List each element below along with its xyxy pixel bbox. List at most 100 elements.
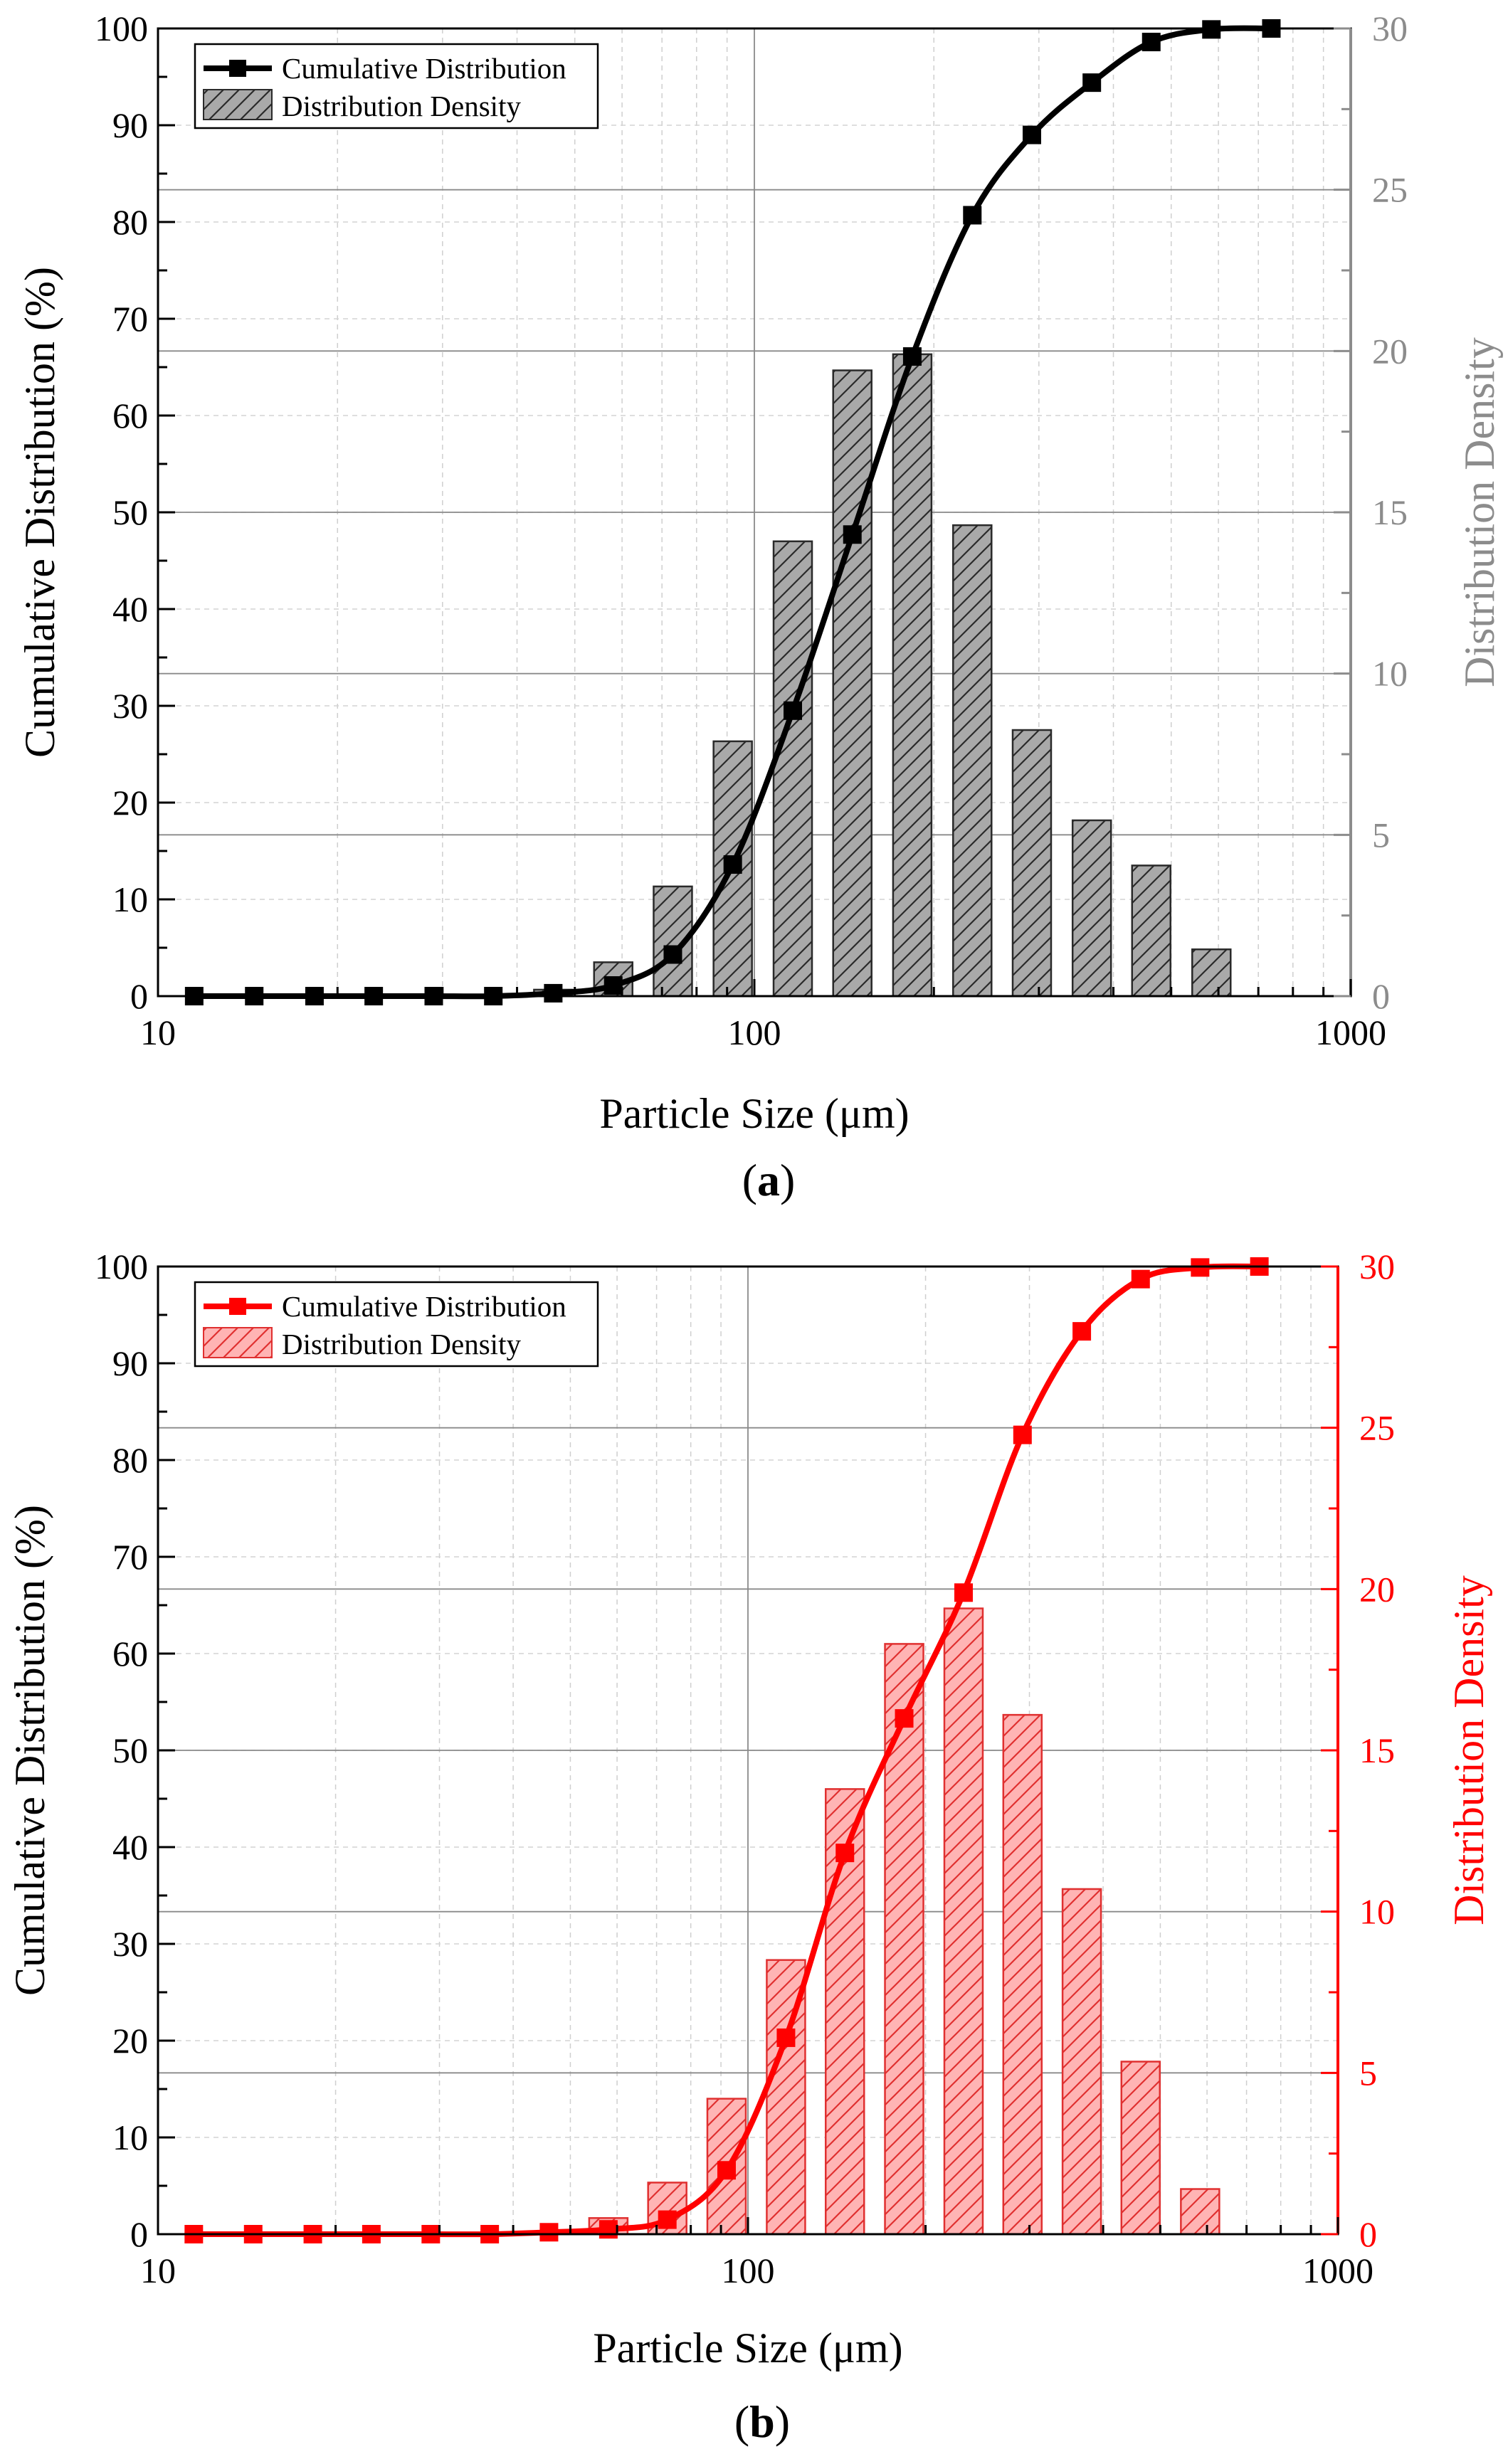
- cumulative-point: [895, 1709, 914, 1728]
- y-tick-label: 50: [112, 492, 148, 532]
- density-bar-hatch: [952, 524, 993, 998]
- cumulative-point: [723, 855, 742, 874]
- density-bar-hatch: [1131, 864, 1172, 998]
- cumulative-point: [1082, 73, 1102, 92]
- density-bar-hatch: [1002, 1713, 1043, 2236]
- density-bar-hatch: [892, 353, 933, 998]
- y2-tick-label: 30: [1359, 1247, 1395, 1286]
- y-tick-label: 100: [95, 1247, 148, 1286]
- y-tick-label: 40: [112, 589, 148, 629]
- cumulative-point: [776, 2028, 796, 2047]
- density-bar-hatch: [824, 1788, 865, 2236]
- y-tick-label: 20: [112, 2021, 148, 2061]
- caption-paren-open: (: [734, 2396, 749, 2447]
- density-bar-hatch: [1191, 948, 1232, 998]
- caption-letter: b: [749, 2396, 775, 2447]
- cumulative-point: [599, 2220, 618, 2239]
- legend-marker-swatch: [229, 60, 246, 77]
- y2-tick-label: 0: [1372, 976, 1390, 1016]
- density-bar-hatch: [1011, 729, 1053, 998]
- cumulative-point: [963, 206, 982, 225]
- y2-tick-label: 0: [1359, 2214, 1377, 2254]
- y-tick-label: 50: [112, 1730, 148, 1770]
- cumulative-point: [1013, 1425, 1032, 1444]
- legend-bar-swatch-hatch: [203, 1327, 273, 1358]
- legend-label-cumulative: Cumulative Distribution: [282, 52, 566, 85]
- x-tick-label: 100: [728, 1012, 781, 1052]
- cumulative-point: [902, 347, 922, 366]
- y-tick-label: 80: [112, 1440, 148, 1480]
- y2-tick-label: 20: [1359, 1569, 1395, 1609]
- legend-marker-swatch: [229, 1298, 246, 1315]
- cumulative-point: [1022, 125, 1041, 144]
- cumulative-point: [544, 983, 563, 1003]
- y-axis-title: Cumulative Distribution (%): [6, 1505, 53, 1996]
- legend-label-cumulative: Cumulative Distribution: [282, 1290, 566, 1323]
- cumulative-point: [835, 1844, 855, 1863]
- y-tick-label: 10: [112, 879, 148, 919]
- y2-tick-label: 15: [1359, 1730, 1395, 1770]
- cumulative-point: [1072, 1322, 1092, 1341]
- density-bar-hatch: [943, 1607, 984, 2236]
- y-tick-label: 0: [130, 976, 148, 1016]
- y-tick-label: 90: [112, 105, 148, 145]
- y2-tick-label: 10: [1372, 654, 1408, 694]
- legend-label-density: Distribution Density: [282, 90, 521, 122]
- y2-tick-label: 25: [1359, 1408, 1395, 1448]
- y2-tick-label: 25: [1372, 170, 1408, 210]
- density-bar-hatch: [1071, 819, 1112, 998]
- density-bar-hatch: [772, 540, 813, 998]
- y-tick-label: 10: [112, 2117, 148, 2157]
- cumulative-point: [843, 525, 862, 544]
- y-tick-label: 30: [112, 1924, 148, 1964]
- y2-tick-label: 5: [1359, 2053, 1377, 2093]
- cumulative-point: [954, 1583, 973, 1602]
- cumulative-point: [717, 2161, 736, 2180]
- y2-axis-title: Distribution Density: [1456, 337, 1503, 687]
- x-axis-title: Particle Size (μm): [593, 2325, 902, 2372]
- chart-panel-a: 10 100 10000102030405060708090100051015202…: [16, 9, 1503, 1205]
- density-bar-hatch: [832, 369, 872, 998]
- cumulative-point: [1141, 33, 1161, 52]
- y-tick-label: 80: [112, 202, 148, 242]
- y2-tick-label: 5: [1372, 815, 1390, 855]
- y2-tick-label: 10: [1359, 1892, 1395, 1932]
- x-tick-label: 10: [140, 1012, 176, 1052]
- x-tick-label: 100: [722, 2251, 775, 2290]
- y2-axis-title: Distribution Density: [1445, 1575, 1492, 1925]
- caption-paren-open: (: [742, 1155, 757, 1205]
- cumulative-point: [539, 2223, 559, 2242]
- panel-caption: (a): [742, 1155, 796, 1205]
- x-tick-label: 10: [140, 2251, 176, 2290]
- density-bar-hatch: [1120, 2061, 1161, 2236]
- density-bar-hatch: [1061, 1888, 1102, 2236]
- y-tick-label: 30: [112, 686, 148, 726]
- y-tick-label: 70: [112, 1537, 148, 1577]
- cumulative-point: [784, 701, 803, 720]
- density-bar-hatch: [1180, 2188, 1220, 2236]
- cumulative-point: [658, 2210, 677, 2229]
- cumulative-point: [663, 945, 682, 964]
- y2-tick-label: 20: [1372, 331, 1408, 371]
- y-tick-label: 0: [130, 2214, 148, 2254]
- x-tick-label: 1000: [1315, 1012, 1386, 1052]
- y2-tick-label: 15: [1372, 492, 1408, 532]
- density-bar-hatch: [884, 1643, 924, 2236]
- y2-tick-label: 30: [1372, 9, 1408, 48]
- cumulative-point: [1131, 1269, 1150, 1289]
- y-tick-label: 100: [95, 9, 148, 48]
- y-tick-label: 70: [112, 299, 148, 339]
- x-tick-label: 1000: [1302, 2251, 1373, 2290]
- caption-paren-close: ): [775, 2396, 790, 2447]
- panel-caption: (b): [734, 2396, 790, 2447]
- chart-panel-b: 10 100 10000102030405060708090100051015202…: [6, 1247, 1492, 2447]
- legend-bar-swatch-hatch: [203, 89, 273, 120]
- legend-label-density: Distribution Density: [282, 1328, 521, 1360]
- y-tick-label: 40: [112, 1827, 148, 1867]
- caption-letter: a: [757, 1155, 780, 1205]
- y-tick-label: 20: [112, 783, 148, 823]
- cumulative-point: [603, 976, 623, 995]
- y-tick-label: 60: [112, 1634, 148, 1673]
- y-tick-label: 90: [112, 1343, 148, 1383]
